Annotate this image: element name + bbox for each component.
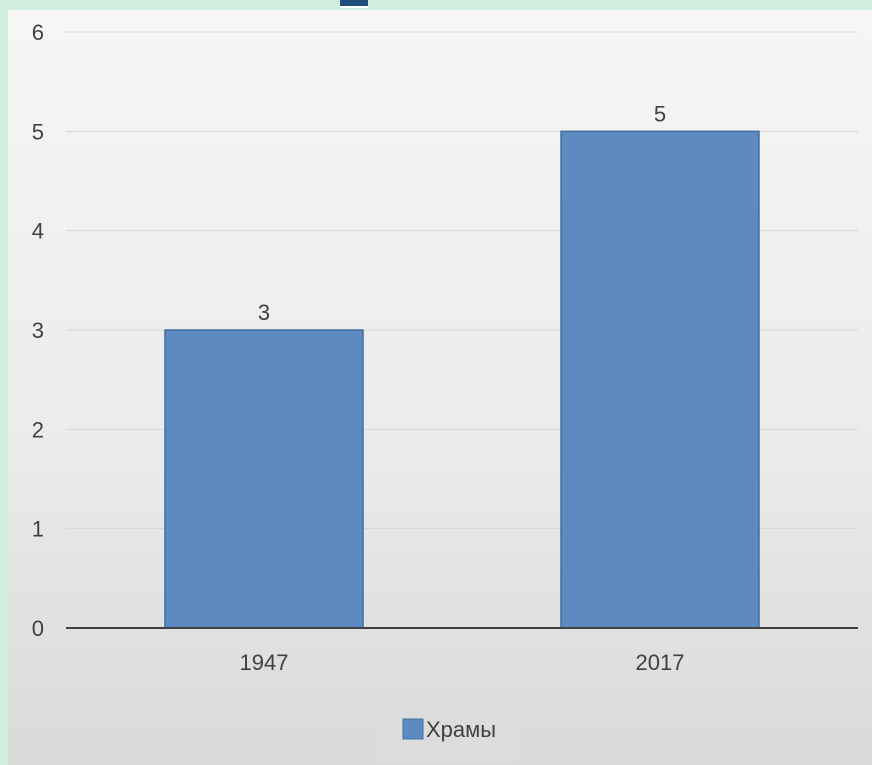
legend-swatch-icon xyxy=(402,718,424,740)
bar xyxy=(560,130,760,629)
y-axis-ticks: 0 1 2 3 4 5 6 xyxy=(32,20,44,641)
legend-label: Храмы xyxy=(426,717,496,742)
legend-box xyxy=(374,704,518,762)
y-tick-label: 4 xyxy=(32,219,44,244)
slide-top-strip xyxy=(0,0,872,10)
x-axis-categories: 1947 2017 xyxy=(240,650,685,675)
bar xyxy=(164,329,364,629)
y-tick-label: 1 xyxy=(32,517,44,542)
y-tick-label: 5 xyxy=(32,119,44,144)
x-category-label: 1947 xyxy=(240,650,289,675)
slide-top-marker xyxy=(340,0,368,8)
y-tick-label: 0 xyxy=(32,616,44,641)
legend: Храмы xyxy=(374,704,518,762)
y-tick-label: 2 xyxy=(32,417,44,442)
x-category-label: 2017 xyxy=(636,650,685,675)
data-labels: 35 xyxy=(258,101,666,325)
bars xyxy=(164,130,760,629)
data-label: 3 xyxy=(258,300,270,325)
y-tick-label: 6 xyxy=(32,20,44,45)
data-label: 5 xyxy=(654,101,666,126)
y-tick-label: 3 xyxy=(32,318,44,343)
